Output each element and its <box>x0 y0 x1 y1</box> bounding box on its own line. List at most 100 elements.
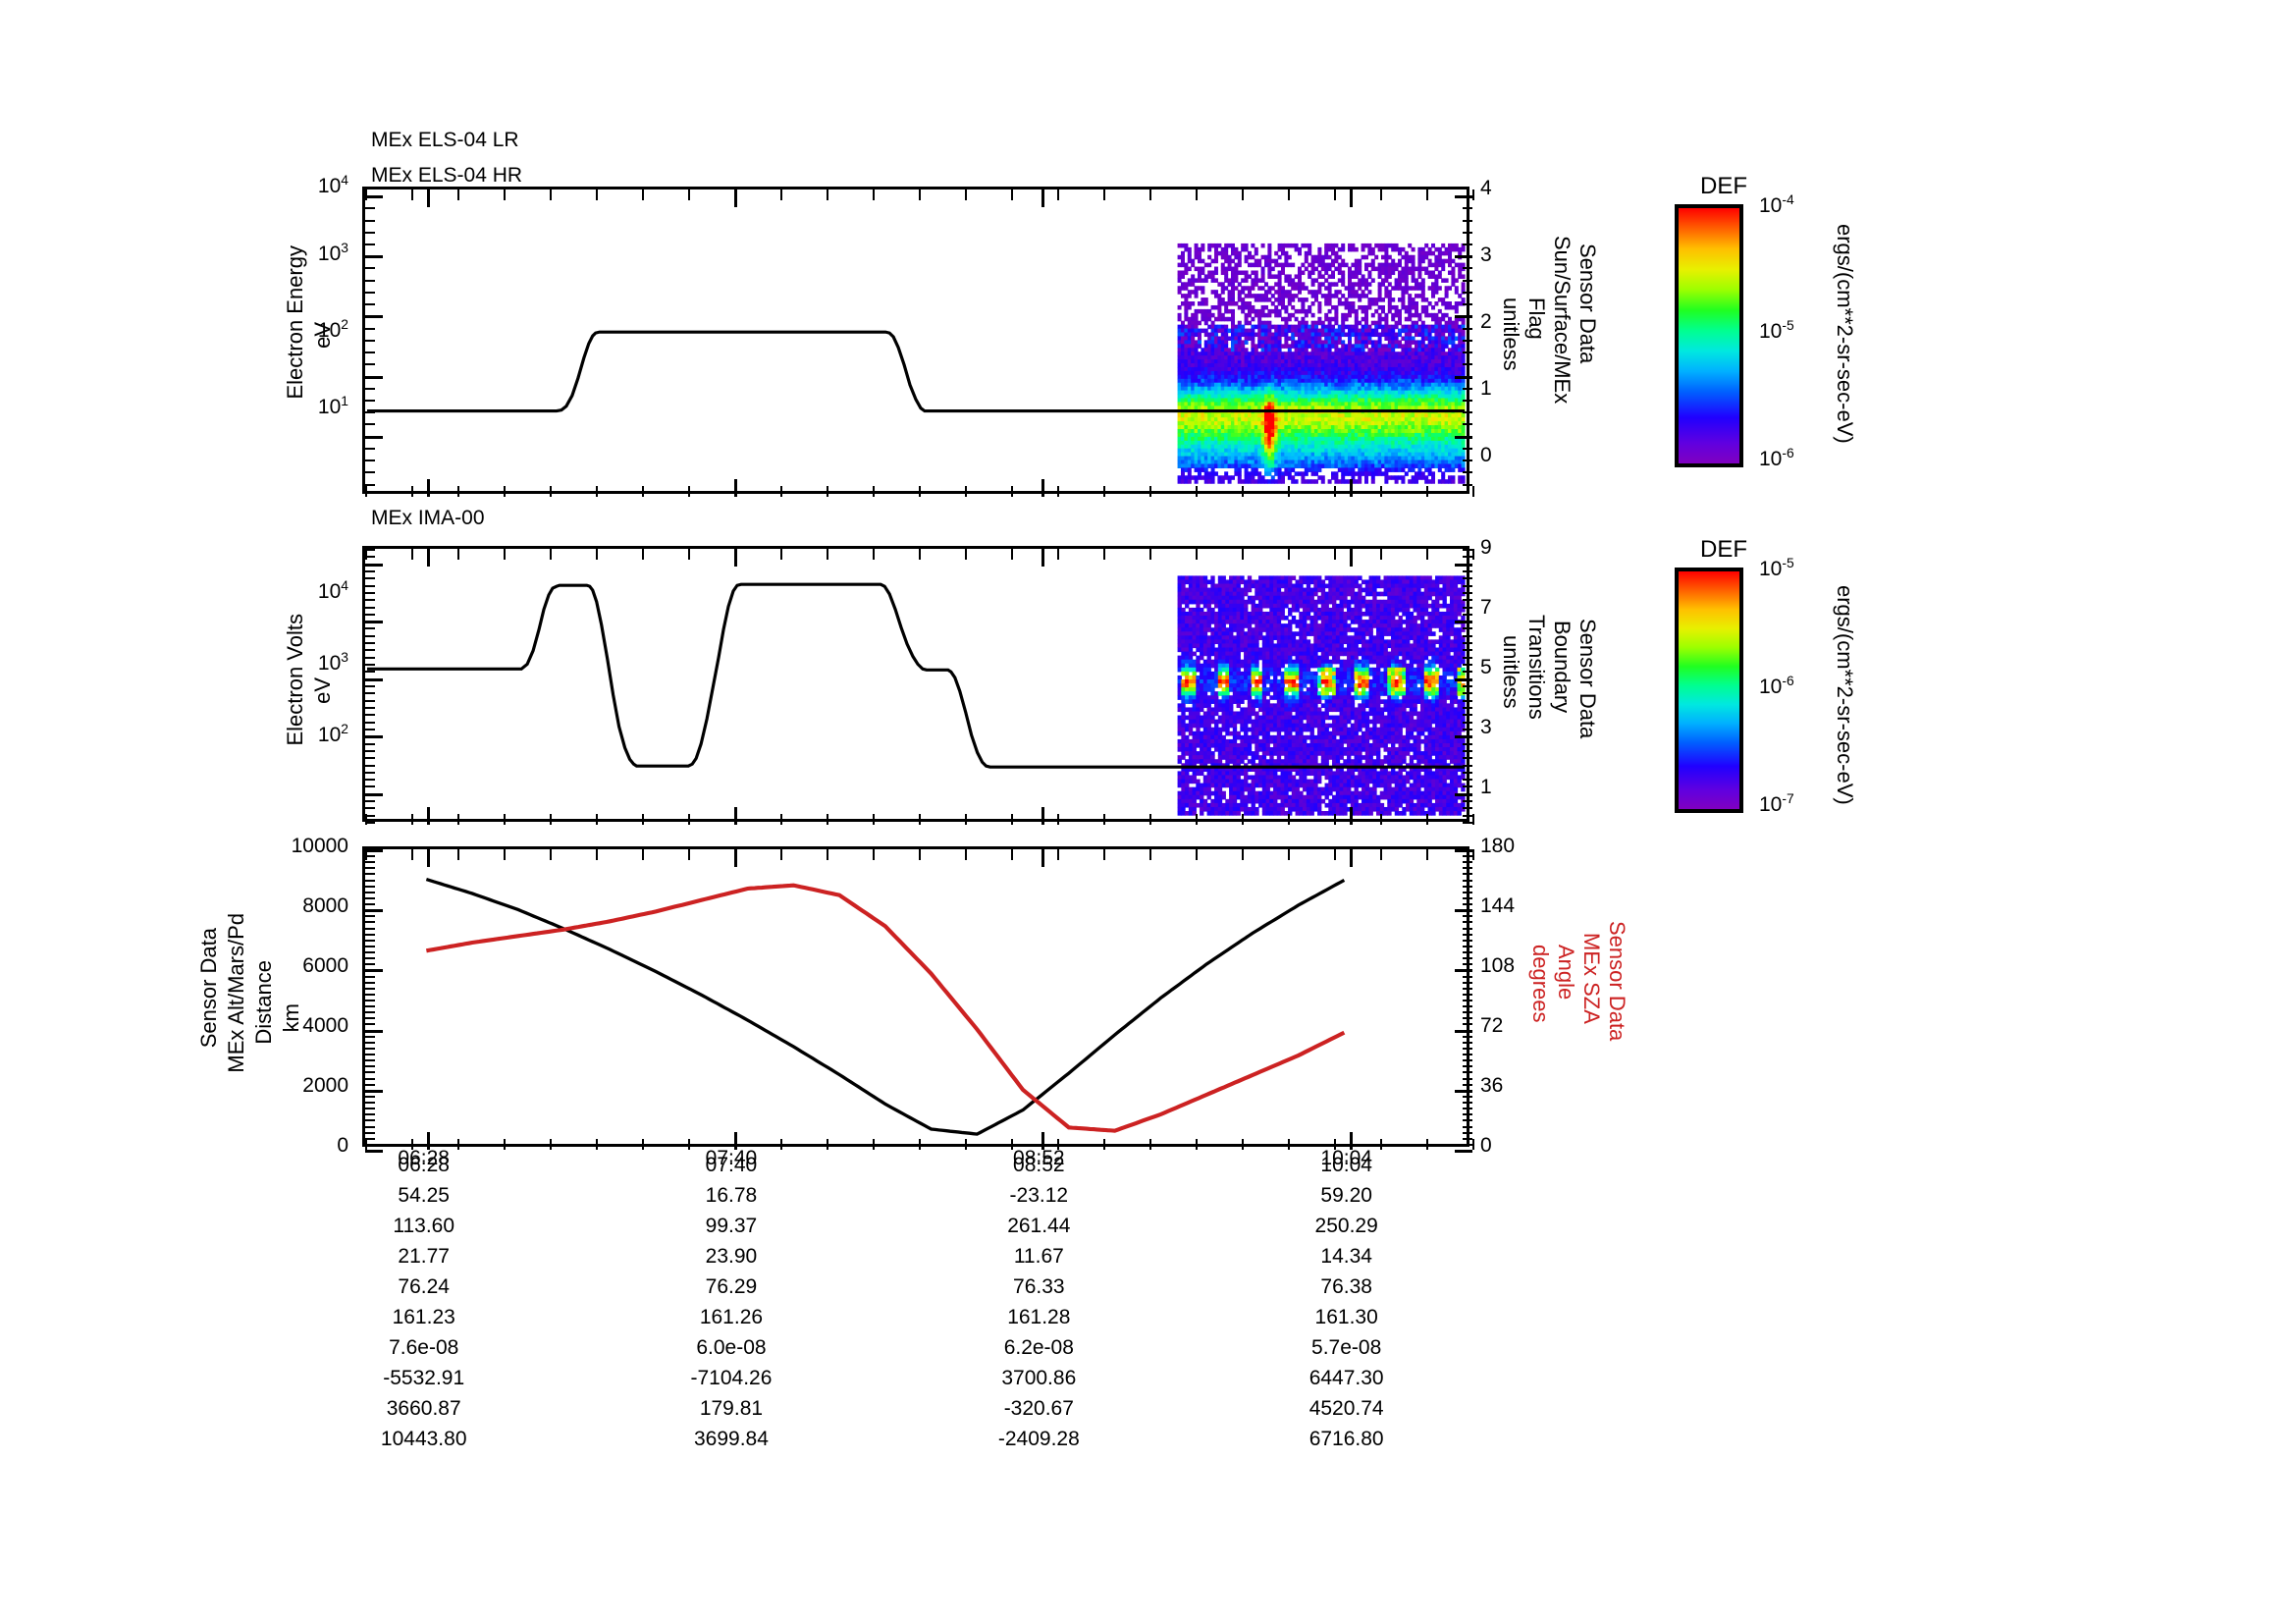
spectrogram-cell <box>1380 398 1385 404</box>
spectrogram-cell <box>1210 599 1215 605</box>
spectrogram-cell <box>1224 425 1229 430</box>
spectrogram-cell <box>1196 730 1201 736</box>
spectrogram-cell <box>1270 467 1275 472</box>
spectrogram-cell <box>1244 328 1249 334</box>
spectrogram-cell <box>1224 278 1229 283</box>
spectrogram-cell <box>1317 394 1322 400</box>
spectrogram-cell <box>1187 246 1192 252</box>
spectrogram-cell <box>1270 413 1275 418</box>
xtick-minor-top <box>504 189 507 200</box>
spectrogram-cell <box>1334 394 1339 400</box>
spectrogram-cell <box>1391 336 1396 342</box>
spectrogram-cell <box>1377 386 1382 392</box>
spectrogram-cell <box>1377 304 1382 310</box>
spectrogram-cell <box>1394 429 1399 434</box>
spectrogram-cell <box>1454 452 1459 458</box>
spectrogram-cell <box>1398 378 1403 384</box>
spectrogram-cell <box>1227 278 1232 283</box>
spectrogram-cell <box>1367 366 1372 372</box>
spectrogram-cell <box>1347 432 1352 438</box>
spectrogram-cell <box>1200 635 1204 640</box>
xtick-minor-bottom <box>1103 486 1106 497</box>
spectrogram-cell <box>1177 359 1182 364</box>
spectrogram-cell <box>1234 390 1239 396</box>
spectrogram-cell <box>1358 298 1362 302</box>
spectrogram-cell <box>1267 444 1272 450</box>
spectrogram-cell <box>1454 324 1459 330</box>
spectrogram-cell <box>1420 471 1425 476</box>
spectrogram-cell <box>1387 475 1392 480</box>
spectrogram-cell <box>1451 324 1456 330</box>
spectrogram-cell <box>1251 436 1255 442</box>
spectrogram-cell <box>1451 436 1456 442</box>
spectrogram-cell <box>1280 406 1285 410</box>
spectrogram-cell <box>1284 471 1289 476</box>
spectrogram-cell <box>1313 390 1318 396</box>
spectrogram-cell <box>1451 348 1456 352</box>
spectrogram-cell <box>1188 794 1194 800</box>
spectrogram-cell <box>1191 413 1196 418</box>
spectrogram-cell <box>1241 413 1246 418</box>
spectrogram-cell <box>1234 440 1239 446</box>
spectrogram-cell <box>1277 448 1282 454</box>
spectrogram-cell <box>1330 463 1335 468</box>
spectrogram-cell <box>1270 382 1275 388</box>
spectrogram-cell <box>1234 301 1239 306</box>
spectrogram-cell <box>1415 366 1419 372</box>
spectrogram-cell <box>1201 467 1205 472</box>
spectrogram-cell <box>1191 406 1196 410</box>
spectrogram-cell <box>1337 378 1342 384</box>
spectrogram-cell <box>1420 324 1425 330</box>
spectrogram-cell <box>1237 290 1242 295</box>
spectrogram-cell <box>1351 308 1356 314</box>
spectrogram-cell <box>1197 394 1201 400</box>
spectrogram-cell <box>1451 456 1456 461</box>
spectrogram-cell <box>1206 790 1211 796</box>
spectrogram-cell <box>1347 352 1352 356</box>
spectrogram-cell <box>1458 398 1463 404</box>
spectrogram-cell <box>1251 479 1255 484</box>
spectrogram-cell <box>1191 378 1196 384</box>
spectrogram-cell <box>1202 779 1208 784</box>
spectrogram-cell <box>1234 352 1239 356</box>
spectrogram-cell <box>1210 413 1215 418</box>
spectrogram-cell <box>1224 254 1229 260</box>
spectrogram-cell <box>1177 723 1182 729</box>
spectrogram-cell <box>1297 394 1302 400</box>
spectrogram-cell <box>1287 278 1292 283</box>
spectrogram-cell <box>1191 312 1196 318</box>
spectrogram-cell <box>1448 421 1453 426</box>
spectrogram-cell <box>1327 298 1332 302</box>
spectrogram-cell <box>1177 421 1182 426</box>
spectrogram-cell <box>1263 440 1268 446</box>
spectrogram-cell <box>1280 452 1285 458</box>
spectrogram-cell <box>1206 587 1211 593</box>
spectrogram-cell <box>1408 340 1413 345</box>
spectrogram-cell <box>1237 406 1242 410</box>
spectrogram-cell <box>1224 402 1229 406</box>
spectrogram-cell <box>1327 246 1332 252</box>
spectrogram-cell <box>1207 344 1212 349</box>
spectrogram-cell <box>1197 359 1201 364</box>
spectrogram-cell <box>1330 413 1335 418</box>
spectrogram-cell <box>1324 324 1329 330</box>
spectrogram-cell <box>1274 332 1279 338</box>
spectrogram-cell <box>1247 378 1252 384</box>
spectrogram-cell <box>1210 583 1215 589</box>
spectrogram-cell <box>1197 370 1201 376</box>
spectrogram-cell <box>1391 390 1396 396</box>
spectrogram-cell <box>1354 344 1359 349</box>
spectrogram-cell <box>1431 378 1436 384</box>
spectrogram-cell <box>1254 394 1258 400</box>
spectrogram-cell <box>1188 627 1194 632</box>
spectrogram-cell <box>1180 254 1185 260</box>
spectrogram-cell <box>1244 436 1249 442</box>
spectrogram-cell <box>1177 452 1182 458</box>
spectrogram-cell <box>1404 266 1409 272</box>
spectrogram-cell <box>1391 370 1396 376</box>
spectrogram-cell <box>1257 286 1262 291</box>
spectrogram-cell <box>1420 440 1425 446</box>
spectrogram-cell <box>1210 382 1215 388</box>
spectrogram-cell <box>1408 448 1413 454</box>
spectrogram-cell <box>1424 452 1429 458</box>
